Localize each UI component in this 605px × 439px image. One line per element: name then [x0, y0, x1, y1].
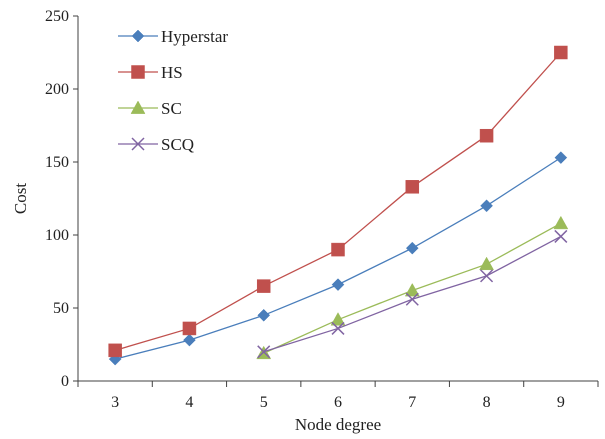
legend-entry-scq: SCQ [118, 135, 194, 154]
legend-label-sc: SC [161, 99, 182, 118]
x-tick-label: 6 [334, 394, 342, 411]
x-tick-label: 8 [483, 394, 491, 411]
series-sc [256, 215, 569, 360]
legend-entry-sc: SC [118, 99, 182, 118]
legend: Hyperstar HS SC SCQ [118, 27, 228, 154]
data-point-hs [554, 45, 568, 60]
legend-label-scq: SCQ [161, 135, 194, 154]
legend-entry-hyperstar: Hyperstar [118, 27, 228, 46]
data-point-scq [257, 345, 271, 359]
x-marker-stroke [131, 137, 145, 151]
legend-marker-hs [131, 65, 145, 79]
x-axis-title: Node degree [295, 415, 381, 434]
axes [73, 15, 599, 387]
x-tick-label: 9 [557, 394, 565, 411]
data-point-sc [479, 256, 494, 271]
series-hs [108, 45, 568, 358]
x-tick-label: 3 [111, 394, 119, 411]
data-point-hyperstar [183, 333, 196, 347]
data-point-scq [331, 321, 345, 335]
legend-marker-sc [130, 100, 146, 114]
data-point-sc [553, 215, 569, 230]
series-scq [257, 229, 568, 359]
data-point-hs [108, 343, 122, 358]
data-point-hyperstar [257, 308, 271, 322]
x-marker-stroke [257, 345, 271, 359]
y-tick-label: 150 [45, 154, 69, 171]
data-point-scq [480, 269, 494, 283]
legend-entry-hs: HS [118, 63, 183, 82]
series-layer [108, 45, 569, 366]
data-point-scq [405, 292, 419, 306]
data-point-hyperstar [405, 241, 419, 255]
data-point-hyperstar [554, 151, 568, 164]
data-point-hyperstar [331, 278, 345, 291]
data-point-hs [479, 128, 494, 143]
x-marker-stroke [554, 229, 568, 243]
x-marker-stroke [480, 269, 494, 283]
y-tick-label: 100 [45, 227, 69, 244]
data-point-hs [182, 321, 197, 336]
legend-label-hyperstar: Hyperstar [161, 27, 228, 46]
data-point-sc [404, 282, 420, 297]
data-point-hs [405, 180, 420, 194]
tick-labels: 0 50 100 150 200 250 3 4 5 6 7 8 9 [45, 8, 565, 411]
legend-marker-scq [131, 137, 145, 151]
legend-marker-hyperstar [131, 29, 145, 43]
x-tick-label: 7 [408, 394, 416, 411]
data-point-hs [256, 279, 271, 293]
y-tick-label: 0 [61, 373, 69, 390]
x-marker-stroke [405, 292, 419, 306]
y-axis-title: Cost [11, 183, 30, 214]
legend-label-hs: HS [161, 63, 183, 82]
x-tick-label: 4 [185, 394, 193, 411]
data-point-scq [554, 229, 568, 243]
x-tick-label: 5 [260, 394, 268, 411]
data-point-sc [330, 312, 346, 326]
data-point-hyperstar [480, 199, 493, 213]
y-tick-label: 50 [53, 300, 69, 317]
y-tick-label: 200 [45, 81, 69, 98]
x-marker-stroke [331, 321, 345, 335]
data-point-hs [331, 242, 345, 257]
y-tick-label: 250 [45, 8, 69, 25]
